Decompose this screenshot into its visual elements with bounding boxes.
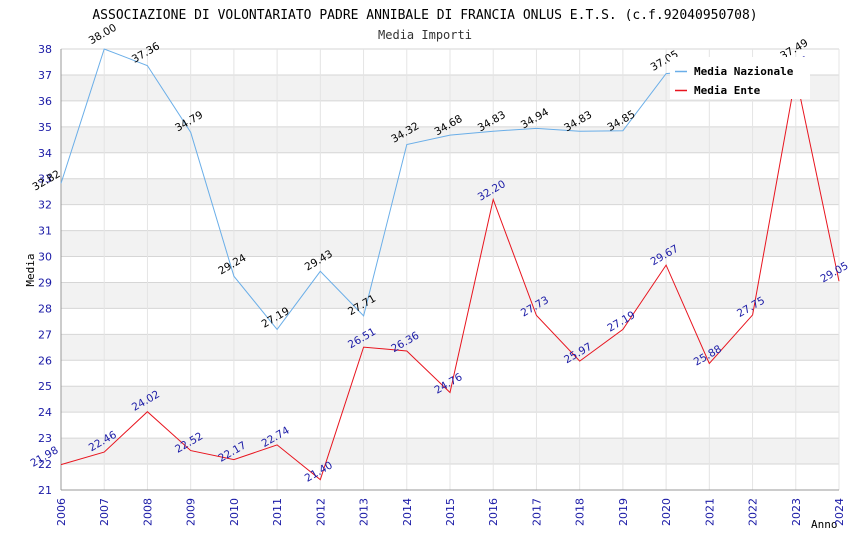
- y-ticks: 21 22 23 24 25 26 27 28 29 30 31 32 33 34 35 36 37 38: [38, 43, 52, 497]
- y-tick-label: 25: [38, 380, 52, 393]
- x-tick-label: 2020: [660, 498, 673, 526]
- x-tick-label: 2021: [703, 498, 716, 526]
- x-tick-label: 2014: [401, 498, 414, 526]
- y-tick-label: 21: [38, 484, 52, 497]
- y-tick-label: 38: [38, 43, 52, 56]
- chart-subtitle: Media Importi: [378, 28, 472, 42]
- data-label-nazionale: 38.00: [87, 22, 119, 47]
- y-tick-label: 28: [38, 302, 52, 315]
- plot-frame: [60, 48, 840, 491]
- x-tick-label: 2010: [228, 498, 241, 526]
- x-tick-label: 2016: [487, 498, 500, 526]
- data-label-nazionale: 27.19: [260, 305, 292, 330]
- series-lines: [60, 48, 840, 481]
- y-tick-label: 34: [38, 147, 52, 160]
- y-tick-label: 30: [38, 251, 52, 264]
- y-tick-label: 31: [38, 225, 52, 238]
- y-tick-label: 36: [38, 95, 52, 108]
- x-ticks: 2006 2007 2008 2009 2010 2011 2012 2013 2014 2015…: [55, 498, 846, 526]
- data-label-nazionale: 37.36: [130, 40, 162, 66]
- legend: Media Nazionale Media Ente: [670, 57, 810, 99]
- x-tick-label: 2017: [530, 498, 543, 526]
- data-label-ente: 29.05: [818, 260, 850, 285]
- y-tick-label: 24: [38, 406, 52, 419]
- y-tick-label: 35: [38, 121, 52, 134]
- legend-label-nazionale: Media Nazionale: [694, 65, 794, 78]
- legend-label-ente: Media Ente: [694, 84, 761, 97]
- x-tick-label: 2009: [185, 498, 198, 526]
- x-axis-label: Anno: [811, 518, 838, 531]
- x-tick-label: 2022: [747, 498, 760, 526]
- x-tick-label: 2024: [833, 498, 846, 526]
- x-tick-label: 2018: [574, 498, 587, 526]
- x-tick-label: 2015: [444, 498, 457, 526]
- legend-background: [670, 57, 810, 99]
- y-tick-label: 22: [38, 458, 52, 471]
- series-line-ente: [60, 75, 840, 481]
- x-tick-label: 2008: [141, 498, 154, 526]
- x-tick-label: 2019: [617, 498, 630, 526]
- x-tick-label: 2006: [55, 498, 68, 526]
- x-tick-label: 2007: [98, 498, 111, 526]
- y-tick-label: 23: [38, 432, 52, 445]
- chart-title: ASSOCIAZIONE DI VOLONTARIATO PADRE ANNIB…: [92, 8, 757, 23]
- y-tick-label: 37: [38, 69, 52, 82]
- y-tick-label: 27: [38, 328, 52, 341]
- series-line-nazionale: [60, 48, 796, 331]
- y-tick-label: 33: [38, 173, 52, 186]
- x-tick-label: 2013: [358, 498, 371, 526]
- x-tick-label: 2023: [790, 498, 803, 526]
- y-tick-label: 29: [38, 276, 52, 289]
- y-tick-label: 32: [38, 199, 52, 212]
- y-axis-label: Media: [24, 253, 37, 286]
- x-tick-label: 2012: [314, 498, 327, 526]
- x-tick-label: 2011: [271, 498, 284, 526]
- y-tick-label: 26: [38, 354, 52, 367]
